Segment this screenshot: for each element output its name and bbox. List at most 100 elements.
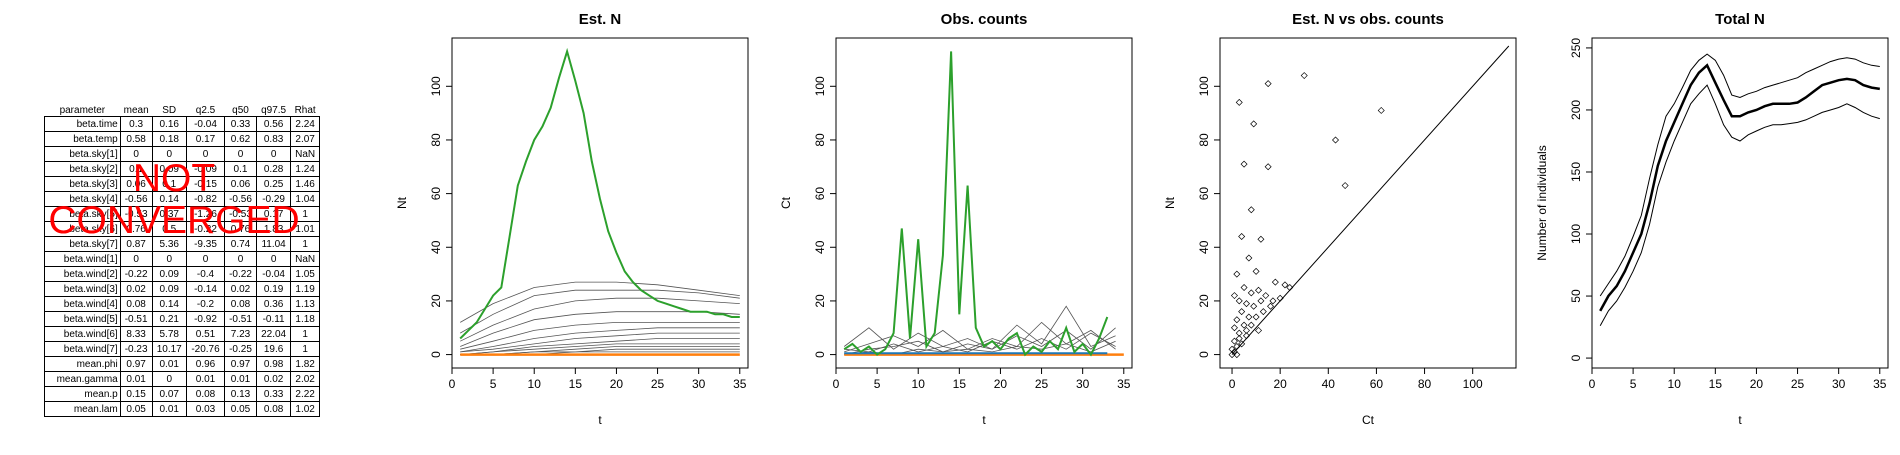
table-value-cell: 1.05 [290, 266, 320, 282]
table-value-cell: 0.74 [224, 236, 257, 252]
table-value-cell: 0.05 [119, 401, 153, 417]
table-value-cell: 1.24 [290, 161, 320, 177]
scatter-point [1240, 284, 1248, 292]
table-value-cell: 0.1 [224, 161, 257, 177]
table-value-cell: 0 [185, 146, 226, 162]
table-value-cell: 0.1 [151, 176, 187, 192]
table-value-cell: -0.53 [119, 206, 153, 222]
table-param-cell: beta.wind[2] [44, 266, 121, 282]
table-value-cell: 0.98 [255, 356, 292, 372]
scatter-point [1245, 254, 1253, 262]
y-tick-label: 80 [1197, 133, 1211, 147]
table-value-cell: 1 [290, 326, 320, 342]
scatter-point [1230, 337, 1238, 345]
table-value-cell: 10.17 [151, 341, 187, 357]
table-value-cell: 0.01 [151, 356, 187, 372]
table-param-cell: beta.sky[7] [44, 236, 121, 252]
scatter-point [1242, 332, 1250, 340]
table-value-cell: 0 [255, 251, 292, 267]
series-line-background [460, 289, 740, 334]
y-tick-label: 40 [1197, 240, 1211, 254]
y-tick-label: 20 [1197, 294, 1211, 308]
table-value-cell: 0.15 [119, 386, 153, 402]
table-value-cell: 0.09 [151, 266, 187, 282]
table-param-cell: beta.sky[3] [44, 176, 121, 192]
table-row: mean.lam 0.05 0.01 0.03 0.05 0.08 1.02 [44, 401, 320, 417]
x-tick-label: 0 [449, 377, 456, 391]
table-header-cell: q50 [232, 105, 249, 116]
series-line-background [460, 332, 740, 353]
table-value-cell: -0.25 [224, 341, 257, 357]
table-value-cell: 0.08 [119, 296, 153, 312]
table-value-cell: 0 [119, 251, 153, 267]
table-value-cell: 0.03 [185, 401, 226, 417]
scatter-point [1257, 297, 1265, 305]
table-value-cell: 0.06 [119, 176, 153, 192]
scatter-point [1286, 284, 1294, 292]
chart-title: Obs. counts [941, 11, 1028, 28]
table-value-cell: 1.46 [290, 176, 320, 192]
table-header-cell: q2.5 [195, 105, 216, 116]
series-line-background [460, 322, 740, 350]
x-tick-label: 20 [1273, 377, 1287, 391]
table-value-cell: -0.92 [185, 311, 226, 327]
scatter-point [1240, 321, 1248, 329]
table-value-cell: 2.02 [290, 371, 320, 387]
table-value-cell: 0.02 [224, 281, 257, 297]
table-value-cell: 0.83 [255, 131, 292, 147]
table-param-cell: beta.wind[1] [44, 251, 121, 267]
table-value-cell: 0.08 [255, 401, 292, 417]
scatter-point [1377, 106, 1385, 114]
table-value-cell: 1.82 [290, 356, 320, 372]
x-tick-label: 5 [490, 377, 497, 391]
identity-line [1231, 45, 1510, 355]
table-value-cell: 0.02 [119, 281, 153, 297]
table-row: beta.sky[4] -0.56 0.14 -0.82 -0.56 -0.29 1.04 [44, 191, 320, 207]
table-value-cell: 19.6 [255, 341, 292, 357]
y-tick-label: 100 [813, 76, 827, 96]
scatter-point [1235, 334, 1243, 342]
table-header-cell: Rhat [294, 105, 316, 116]
scatter-point [1245, 313, 1253, 321]
chart-total-n-svg: Total N 0 5 10 15 20 25 30 35 0 50 100 150 200 250 t Num… [1535, 11, 1889, 427]
x-tick-label: 35 [1873, 377, 1887, 391]
scatter-point [1264, 80, 1272, 88]
table-value-cell: -0.4 [185, 266, 226, 282]
table-param-cell: beta.sky[1] [44, 146, 121, 162]
table-param-cell: beta.sky[6] [44, 221, 121, 237]
table-value-cell: 11.04 [255, 236, 292, 252]
scatter-point [1341, 182, 1349, 190]
table-value-cell: 0.09 [151, 281, 187, 297]
table-param-cell: beta.sky[5] [44, 206, 121, 222]
table-value-cell: 0.62 [224, 131, 257, 147]
table-value-cell: 0.51 [185, 326, 226, 342]
scatter-point [1247, 321, 1255, 329]
scatter-point [1259, 308, 1267, 316]
table-value-cell: 0.07 [151, 386, 187, 402]
table-row: beta.wind[4] 0.08 0.14 -0.2 0.08 0.36 1.13 [44, 296, 320, 312]
scatter-point [1242, 300, 1250, 308]
y-tick-label: 100 [1197, 76, 1211, 96]
y-axis-label: Ct [779, 196, 793, 209]
table-value-cell: 0.56 [255, 116, 292, 132]
table-value-cell: -0.09 [185, 161, 226, 177]
y-axis-label: Number of individuals [1535, 145, 1549, 260]
table-param-cell: beta.sky[4] [44, 191, 121, 207]
scatter-point [1247, 289, 1255, 297]
x-tick-label: 35 [733, 377, 747, 391]
x-tick-label: 0 [833, 377, 840, 391]
scatter-point [1242, 326, 1250, 334]
plot-frame [1591, 37, 1889, 369]
table-value-cell: 1.01 [290, 221, 320, 237]
y-tick-label: 60 [429, 187, 443, 201]
scatter-point [1250, 302, 1258, 310]
table-row: beta.sky[5] -0.53 0.37 -1.26 -0.53 0.17 1 [44, 206, 320, 222]
series-line-background [460, 338, 740, 355]
table-value-cell: -0.04 [255, 266, 292, 282]
scatter-point [1233, 316, 1241, 324]
series-line-highlight [843, 51, 1109, 357]
x-tick-label: 15 [569, 377, 583, 391]
x-tick-label: 30 [1076, 377, 1090, 391]
chart-title: Est. N [579, 11, 622, 28]
series-line-background [460, 281, 740, 323]
